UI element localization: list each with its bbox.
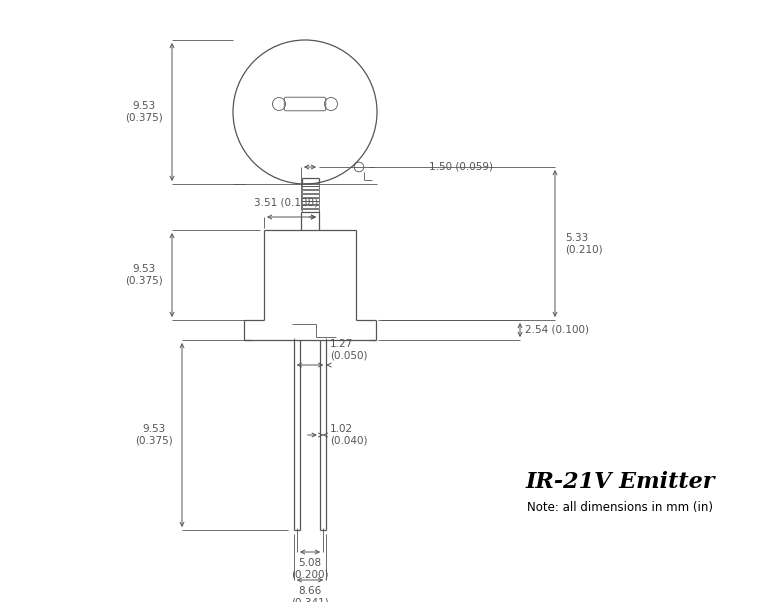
Text: 2.54 (0.100): 2.54 (0.100) — [525, 325, 589, 335]
Text: 1.02
(0.040): 1.02 (0.040) — [330, 424, 367, 446]
Bar — [302, 201, 318, 205]
Text: 1.27
(0.050): 1.27 (0.050) — [330, 340, 367, 361]
Text: 8.66
(0.341): 8.66 (0.341) — [291, 586, 329, 602]
Text: 9.53
(0.375): 9.53 (0.375) — [125, 264, 163, 286]
Text: 3.51 (0.138): 3.51 (0.138) — [254, 198, 318, 208]
Text: 9.53
(0.375): 9.53 (0.375) — [135, 424, 173, 446]
Text: 5.08
(0.200): 5.08 (0.200) — [291, 558, 328, 580]
Text: Note: all dimensions in mm (in): Note: all dimensions in mm (in) — [527, 500, 713, 514]
Text: 1.50 (0.059): 1.50 (0.059) — [429, 162, 493, 172]
Bar — [302, 197, 318, 200]
Bar — [302, 209, 318, 212]
Text: IR-21V Emitter: IR-21V Emitter — [525, 471, 714, 493]
Bar — [302, 205, 318, 208]
Bar — [302, 194, 318, 197]
Text: 5.33
(0.210): 5.33 (0.210) — [565, 233, 603, 254]
Text: 9.53
(0.375): 9.53 (0.375) — [125, 101, 163, 123]
Bar — [302, 190, 318, 193]
Bar — [302, 186, 318, 190]
Bar — [302, 182, 318, 186]
